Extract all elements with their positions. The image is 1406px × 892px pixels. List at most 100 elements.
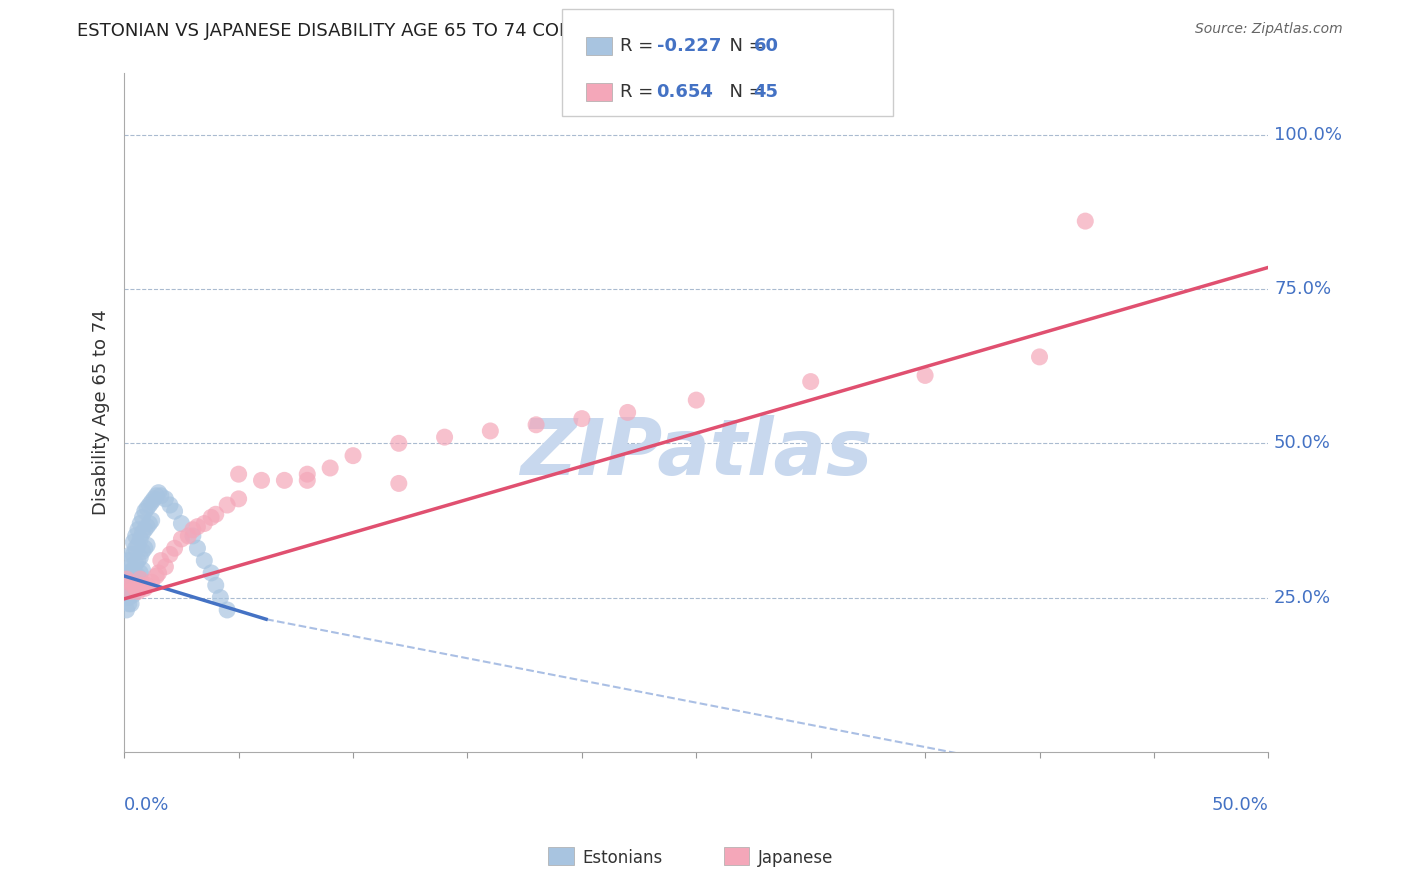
Point — [127, 538, 149, 552]
Point — [800, 375, 823, 389]
Point — [193, 553, 215, 567]
Point — [129, 566, 152, 580]
Point — [273, 473, 295, 487]
Point — [148, 485, 170, 500]
Point — [186, 519, 208, 533]
Text: N =: N = — [718, 83, 770, 101]
Point — [217, 498, 239, 512]
Point — [159, 548, 181, 562]
Point — [134, 541, 156, 556]
Point — [250, 473, 273, 487]
Point — [118, 553, 141, 567]
Point — [297, 473, 319, 487]
Point — [122, 578, 145, 592]
Point — [115, 591, 138, 605]
Point — [129, 550, 152, 565]
Point — [131, 563, 153, 577]
Point — [200, 510, 222, 524]
Point — [479, 424, 502, 438]
Point — [204, 508, 226, 522]
Point — [177, 529, 200, 543]
Point — [118, 591, 141, 605]
Point — [120, 572, 142, 586]
Point — [145, 489, 167, 503]
Point — [163, 504, 186, 518]
Point — [122, 563, 145, 577]
Point — [124, 557, 146, 571]
Point — [571, 411, 593, 425]
Text: 25.0%: 25.0% — [1274, 589, 1331, 607]
Text: 50.0%: 50.0% — [1274, 434, 1331, 452]
Point — [124, 541, 146, 556]
Point — [148, 566, 170, 580]
Point — [131, 578, 153, 592]
Text: -0.227: -0.227 — [657, 37, 721, 54]
Point — [143, 491, 166, 506]
Point — [616, 405, 638, 419]
Point — [388, 476, 411, 491]
Point — [138, 498, 160, 512]
Point — [297, 467, 319, 482]
Point — [181, 529, 204, 543]
Point — [134, 504, 156, 518]
Point — [120, 584, 142, 599]
Text: Estonians: Estonians — [582, 849, 662, 867]
Point — [115, 603, 138, 617]
Text: 45: 45 — [754, 83, 779, 101]
Point — [122, 575, 145, 590]
Text: N =: N = — [718, 37, 770, 54]
Point — [134, 582, 156, 596]
Text: R =: R = — [620, 37, 659, 54]
Point — [134, 523, 156, 537]
Point — [141, 513, 163, 527]
Point — [170, 532, 193, 546]
Point — [145, 569, 167, 583]
Point — [1028, 350, 1050, 364]
Point — [124, 529, 146, 543]
Point — [131, 544, 153, 558]
Text: 60: 60 — [754, 37, 779, 54]
Point — [319, 461, 342, 475]
Text: R =: R = — [620, 83, 665, 101]
Point — [138, 516, 160, 531]
Point — [388, 436, 411, 450]
Point — [155, 491, 177, 506]
Point — [115, 566, 138, 580]
Point — [124, 572, 146, 586]
Point — [120, 597, 142, 611]
Point — [118, 597, 141, 611]
Point — [136, 578, 159, 592]
Point — [120, 548, 142, 562]
Text: 100.0%: 100.0% — [1274, 126, 1343, 144]
Text: ZIPatlas: ZIPatlas — [520, 415, 872, 491]
Point — [115, 578, 138, 592]
Point — [118, 575, 141, 590]
Text: Japanese: Japanese — [758, 849, 834, 867]
Point — [155, 559, 177, 574]
Point — [122, 548, 145, 562]
Point — [136, 519, 159, 533]
Point — [209, 591, 232, 605]
Point — [127, 553, 149, 567]
Point — [228, 467, 250, 482]
Point — [129, 532, 152, 546]
Point — [124, 582, 146, 596]
Point — [342, 449, 364, 463]
Point — [115, 572, 138, 586]
Point — [136, 501, 159, 516]
Point — [149, 489, 172, 503]
Text: 0.654: 0.654 — [657, 83, 713, 101]
Point — [1074, 214, 1097, 228]
Point — [127, 584, 149, 599]
Text: 75.0%: 75.0% — [1274, 280, 1331, 298]
Point — [129, 516, 152, 531]
Point — [120, 584, 142, 599]
Point — [127, 569, 149, 583]
Point — [129, 572, 152, 586]
Text: 0.0%: 0.0% — [124, 796, 170, 814]
Point — [136, 538, 159, 552]
Text: 50.0%: 50.0% — [1212, 796, 1268, 814]
Y-axis label: Disability Age 65 to 74: Disability Age 65 to 74 — [93, 310, 110, 516]
Point — [228, 491, 250, 506]
Point — [159, 498, 181, 512]
